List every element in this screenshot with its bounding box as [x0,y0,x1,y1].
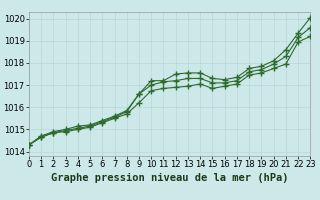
X-axis label: Graphe pression niveau de la mer (hPa): Graphe pression niveau de la mer (hPa) [51,173,288,183]
